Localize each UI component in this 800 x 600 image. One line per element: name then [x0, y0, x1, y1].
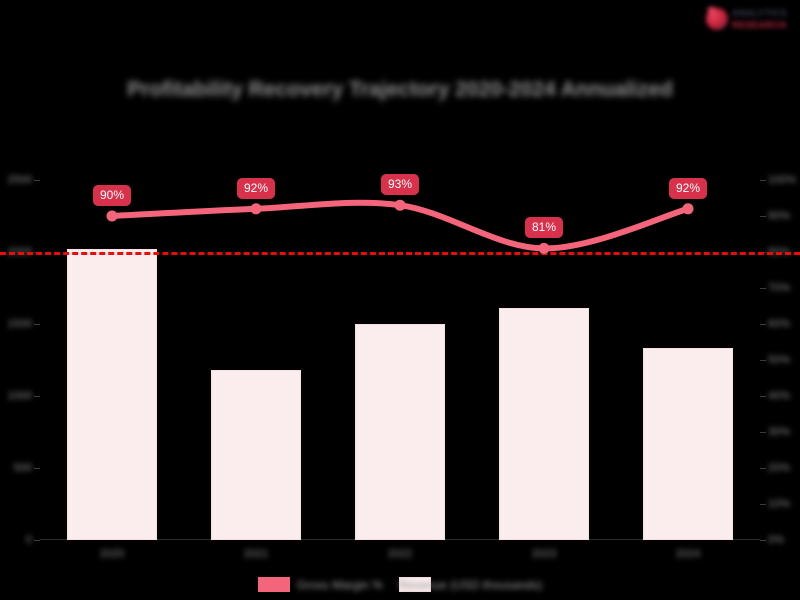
right-axis-tick-mark — [760, 360, 766, 361]
reference-line — [0, 252, 800, 255]
data-label-badge: 81% — [524, 217, 564, 239]
left-axis-tick-label: 1000 — [7, 390, 32, 402]
legend-label: Gross Margin % — [296, 577, 383, 592]
logo-line-2: RESEARCH — [732, 20, 787, 30]
legend-swatch-icon — [398, 577, 431, 592]
data-label-badge: 93% — [380, 174, 420, 196]
chart-title: Profitability Recovery Trajectory 2020-2… — [127, 78, 673, 101]
logo-line-1: ANALYTICS — [732, 8, 788, 18]
right-axis-tick-mark — [760, 468, 766, 469]
right-axis-tick-mark — [760, 216, 766, 217]
left-axis-tick-mark — [34, 396, 40, 397]
line-series — [106, 199, 694, 254]
left-axis-tick-label: 500 — [13, 462, 32, 474]
right-axis-tick-label: 60% — [768, 318, 791, 330]
right-axis-tick-label: 20% — [768, 462, 791, 474]
right-axis-tick-label: 40% — [768, 390, 791, 402]
brand-logo: ANALYTICS RESEARCH — [706, 4, 792, 34]
data-label-badge: 92% — [236, 177, 276, 199]
left-axis-tick-label: 1500 — [7, 318, 32, 330]
right-axis-tick-label: 0% — [768, 534, 784, 546]
left-axis-tick-label: 0 — [25, 534, 32, 546]
bar[interactable] — [499, 308, 589, 540]
legend-item[interactable]: Gross Margin % — [257, 577, 383, 592]
right-axis-tick-label: 10% — [768, 498, 791, 510]
x-axis-tick-label: 2023 — [531, 548, 557, 560]
legend-item[interactable]: Revenue (USD thousands) — [398, 577, 543, 592]
left-axis-tick-mark — [34, 180, 40, 181]
x-axis-tick-label: 2024 — [675, 548, 701, 560]
legend-label: Revenue (USD thousands) — [398, 577, 543, 592]
right-axis-tick-label: 100% — [768, 174, 797, 186]
logo-wordmark: ANALYTICS RESEARCH — [732, 8, 787, 30]
right-axis-tick-mark — [760, 540, 766, 541]
legend-swatch-icon — [257, 577, 290, 592]
line-marker[interactable] — [682, 203, 694, 215]
line-marker[interactable] — [250, 203, 262, 215]
data-label-badge: 90% — [92, 185, 132, 206]
left-axis-tick-label: 2500 — [7, 174, 32, 186]
globe-logo-icon — [706, 7, 728, 30]
right-axis-tick-mark — [760, 288, 766, 289]
right-axis-tick-label: 90% — [768, 210, 791, 222]
line-marker[interactable] — [106, 210, 118, 222]
x-axis-tick-label: 2020 — [99, 548, 125, 560]
right-axis-tick-mark — [760, 432, 766, 433]
chart-legend: Gross Margin % Revenue (USD thousands) — [0, 577, 800, 592]
x-axis-tick-label: 2021 — [243, 548, 269, 560]
bar[interactable] — [643, 348, 733, 540]
line-marker[interactable] — [538, 242, 550, 254]
line-marker[interactable] — [394, 199, 406, 211]
left-axis-tick-mark — [34, 540, 40, 541]
plot-area: 2500 2000 1500 1000 500 0 100% 90% 80% 70% 60% 50%… — [0, 174, 800, 560]
bar[interactable] — [355, 324, 445, 540]
bar[interactable] — [211, 370, 301, 540]
line-markers — [106, 199, 694, 254]
right-axis-tick-mark — [760, 504, 766, 505]
left-axis-tick-mark — [34, 324, 40, 325]
left-axis-tick-mark — [34, 468, 40, 469]
right-axis-tick-label: 50% — [768, 354, 791, 366]
data-label-badge: 92% — [668, 177, 708, 199]
bar[interactable] — [67, 249, 157, 540]
right-axis-tick-label: 30% — [768, 426, 791, 438]
right-axis-tick-mark — [760, 180, 766, 181]
right-axis-tick-mark — [760, 324, 766, 325]
x-axis-tick-label: 2022 — [387, 548, 413, 560]
right-axis-tick-mark — [760, 396, 766, 397]
right-axis-tick-label: 70% — [768, 282, 791, 294]
